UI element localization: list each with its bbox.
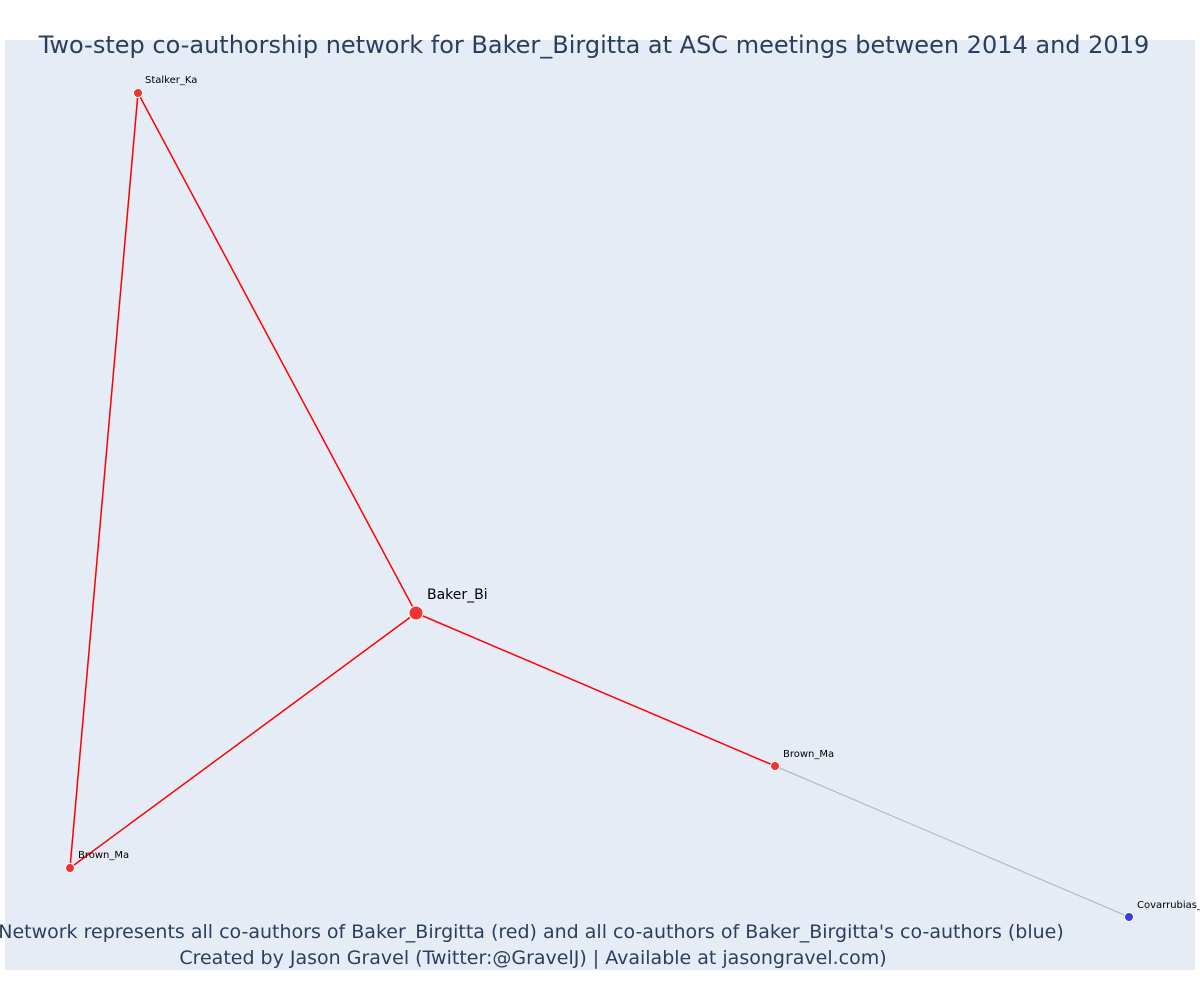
node-label: Baker_Bi — [427, 587, 488, 603]
node-label: Covarrubias_ — [1137, 900, 1200, 911]
nodes — [65, 88, 1134, 922]
node[interactable] — [133, 88, 143, 98]
node-label: Brown_Ma — [78, 850, 129, 861]
node[interactable] — [65, 863, 75, 873]
chart-title: Two-step co-authorship network for Baker… — [38, 31, 1150, 59]
footer-note: Network represents all co-authors of Bak… — [0, 921, 1064, 943]
edge — [415, 612, 776, 767]
edge — [774, 765, 1130, 918]
footer-credit: Created by Jason Gravel (Twitter:@Gravel… — [179, 947, 886, 969]
edge — [69, 612, 417, 869]
plot-background — [5, 40, 1195, 970]
node-label: Stalker_Ka — [145, 75, 197, 86]
node-label: Brown_Ma — [783, 749, 834, 760]
node-labels: Baker_Bi Stalker_Ka Brown_Ma Brown_Ma Co… — [78, 75, 1200, 911]
edge — [69, 92, 139, 869]
edge — [137, 92, 417, 614]
node[interactable] — [408, 605, 424, 621]
edges — [69, 92, 1130, 918]
node[interactable] — [1124, 912, 1134, 922]
node[interactable] — [770, 761, 780, 771]
